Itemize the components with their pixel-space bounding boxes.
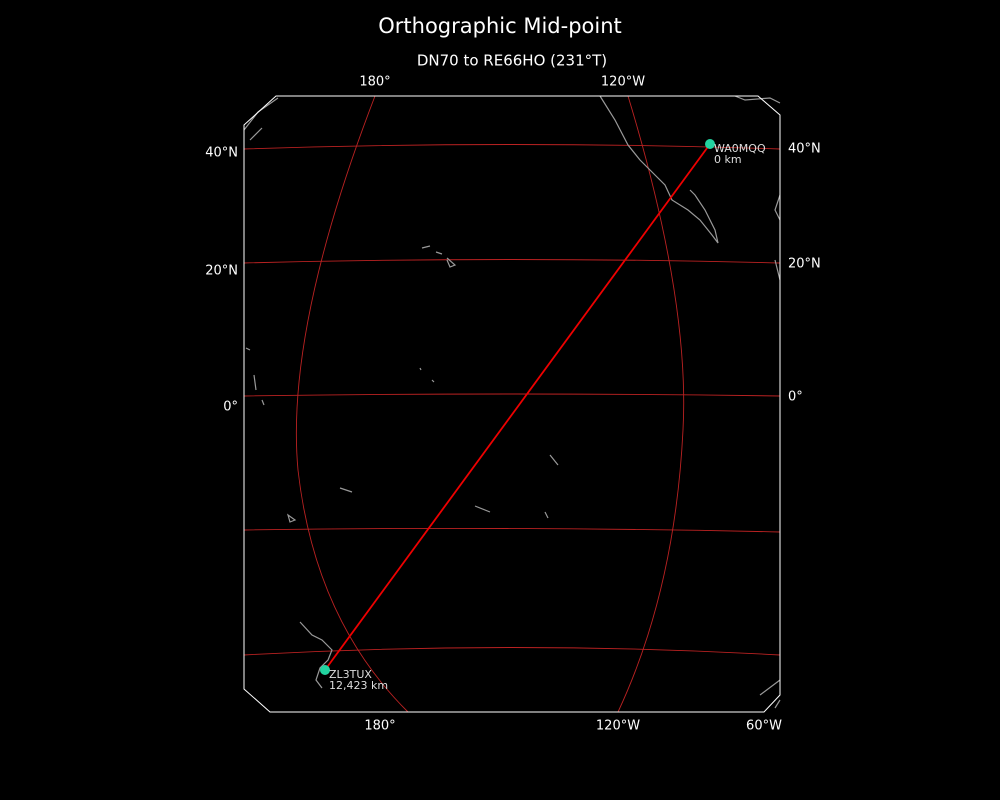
parallel	[243, 647, 781, 656]
coast	[286, 454, 559, 523]
coast	[774, 194, 781, 281]
left-label: 40°N	[205, 146, 238, 161]
bottom-label: 180°	[364, 719, 395, 734]
top-label: 120°W	[601, 75, 645, 90]
station-point	[705, 139, 715, 149]
meridian	[295, 95, 409, 713]
coast	[599, 95, 719, 244]
bottom-label: 120°W	[596, 719, 640, 734]
station-distance: 0 km	[714, 153, 742, 166]
coast	[299, 621, 333, 689]
parallel	[243, 393, 781, 397]
right-label: 20°N	[788, 257, 821, 272]
bottom-label: 60°W	[746, 719, 782, 734]
station-point	[320, 665, 330, 675]
title: Orthographic Mid-point	[378, 14, 622, 38]
subtitle: DN70 to RE66HO (231°T)	[417, 52, 607, 70]
station-distance: 12,423 km	[329, 679, 388, 692]
map-frame	[243, 95, 781, 713]
right-label: 0°	[788, 390, 803, 405]
coast	[759, 679, 781, 709]
coastlines	[243, 95, 781, 709]
coast	[245, 347, 435, 406]
coast	[734, 95, 781, 104]
left-label: 0°	[223, 400, 238, 415]
left-label: 20°N	[205, 264, 238, 279]
station-call: WA0MQQ	[714, 142, 766, 155]
parallel	[243, 144, 781, 150]
parallel	[243, 259, 781, 264]
parallel	[243, 527, 781, 533]
right-label: 40°N	[788, 142, 821, 157]
coast	[421, 245, 457, 268]
great-circle-path	[324, 143, 711, 671]
station-call: ZL3TUX	[329, 668, 372, 681]
top-label: 180°	[359, 75, 390, 90]
